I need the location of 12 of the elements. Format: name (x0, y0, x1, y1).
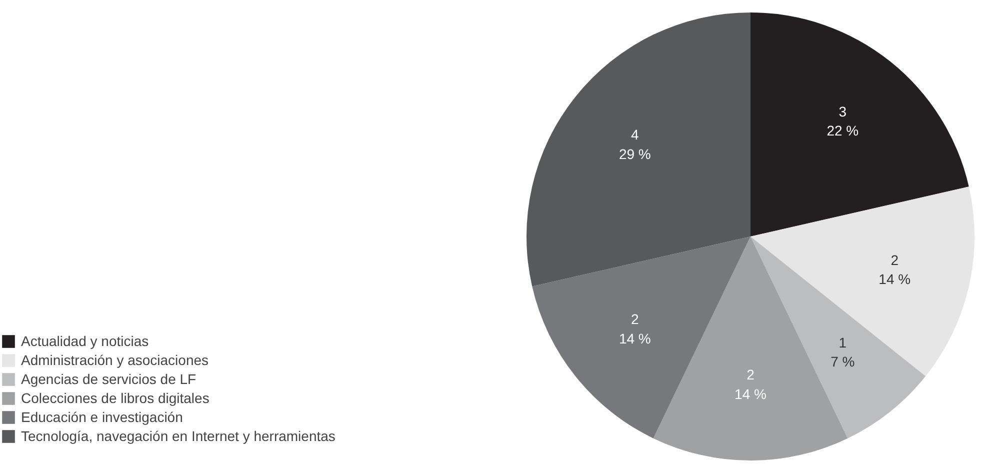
legend-label: Administración y asociaciones (21, 352, 209, 368)
data-label: 4 29 % (618, 126, 651, 162)
data-label: 2 14 % (878, 252, 911, 287)
legend-label: Educación e investigación (21, 409, 183, 425)
legend-label: Agencias de servicios de LF (21, 371, 196, 387)
legend-label: Actualidad y noticias (21, 333, 149, 349)
legend-label: Colecciones de libros digitales (21, 390, 210, 406)
data-label: 3 22 % (826, 103, 859, 139)
data-label: 1 7 % (830, 334, 855, 370)
data-label: 2 14 % (618, 311, 651, 346)
legend-label: Tecnología, navegación en Internet y herramientas (21, 428, 336, 444)
data-label: 2 14 % (734, 366, 766, 402)
